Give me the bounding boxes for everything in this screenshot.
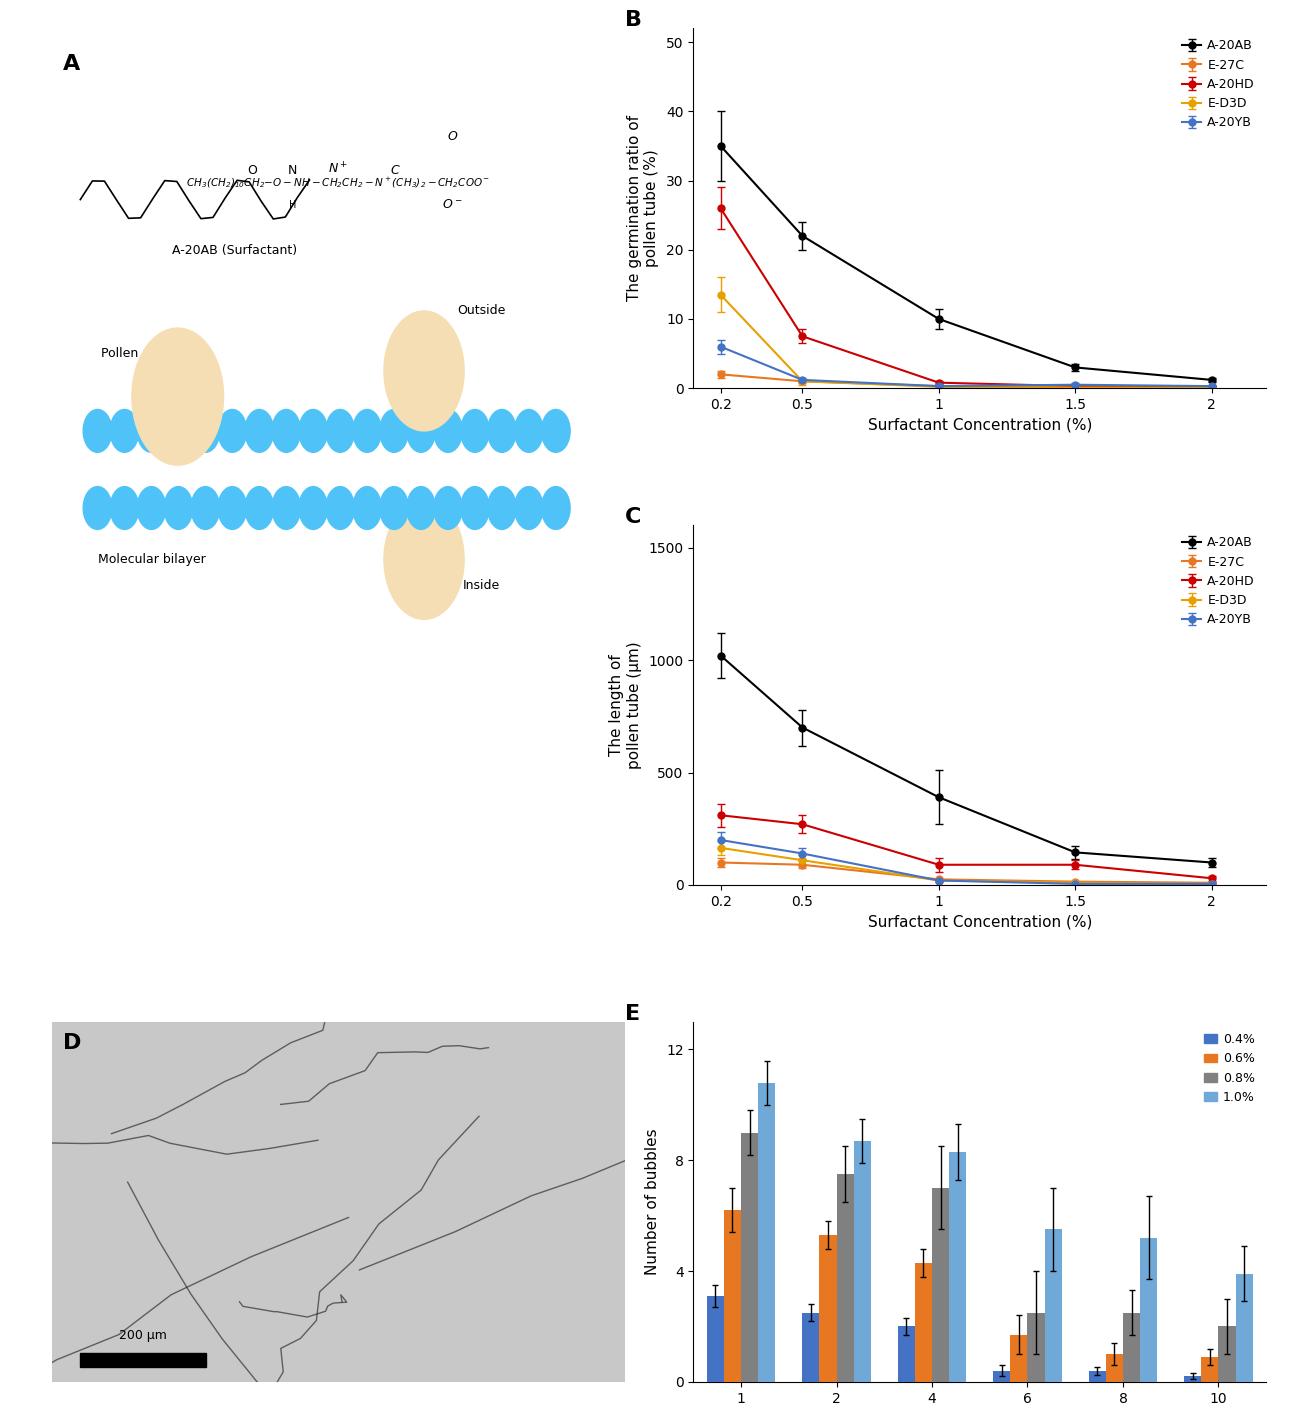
- Text: $O$: $O$: [447, 130, 459, 142]
- Circle shape: [110, 486, 138, 529]
- Circle shape: [271, 409, 301, 453]
- Circle shape: [218, 486, 247, 529]
- Bar: [1202, 1356, 1218, 1382]
- Circle shape: [164, 486, 193, 529]
- Circle shape: [191, 486, 220, 529]
- Text: Outside: Outside: [457, 305, 505, 317]
- Bar: [854, 1141, 871, 1382]
- Circle shape: [407, 409, 435, 453]
- Text: A-20AB (Surfactant): A-20AB (Surfactant): [172, 244, 297, 258]
- FancyBboxPatch shape: [47, 20, 630, 894]
- Circle shape: [326, 486, 354, 529]
- Circle shape: [137, 486, 165, 529]
- Bar: [1218, 1327, 1235, 1382]
- Bar: [950, 1152, 966, 1382]
- Circle shape: [110, 409, 138, 453]
- Circle shape: [487, 409, 517, 453]
- Text: D: D: [63, 1032, 81, 1053]
- Bar: [1235, 1273, 1253, 1382]
- Text: A: A: [63, 54, 80, 73]
- Text: $\mathregular{CH_3(CH_2)_{10}CH_2}$$\mathregular{-O-NH-CH_2CH_2-N^+(CH_3)_2-CH_2: $\mathregular{CH_3(CH_2)_{10}CH_2}$$\mat…: [186, 175, 490, 190]
- Bar: [994, 1371, 1010, 1382]
- Circle shape: [384, 312, 464, 431]
- Y-axis label: The length of
pollen tube (μm): The length of pollen tube (μm): [609, 642, 642, 768]
- Bar: [1027, 1313, 1045, 1382]
- Circle shape: [137, 409, 165, 453]
- Circle shape: [541, 486, 570, 529]
- Text: Molecular bilayer: Molecular bilayer: [97, 553, 205, 565]
- Text: 200 μm: 200 μm: [119, 1330, 167, 1342]
- Circle shape: [218, 409, 247, 453]
- Circle shape: [380, 486, 408, 529]
- Legend: A-20AB, E-27C, A-20HD, E-D3D, A-20YB: A-20AB, E-27C, A-20HD, E-D3D, A-20YB: [1177, 532, 1260, 632]
- Circle shape: [461, 486, 490, 529]
- Circle shape: [353, 409, 381, 453]
- Bar: [758, 1083, 775, 1382]
- Circle shape: [487, 486, 517, 529]
- Text: Inside: Inside: [463, 578, 500, 592]
- Text: N: N: [288, 164, 297, 176]
- Circle shape: [271, 486, 301, 529]
- Circle shape: [380, 409, 408, 453]
- Circle shape: [245, 486, 274, 529]
- Bar: [819, 1235, 836, 1382]
- Bar: [836, 1175, 854, 1382]
- Circle shape: [83, 486, 112, 529]
- Text: E: E: [624, 1004, 640, 1024]
- Circle shape: [434, 486, 463, 529]
- Circle shape: [541, 409, 570, 453]
- Y-axis label: The germination ratio of
pollen tube (%): The germination ratio of pollen tube (%): [627, 116, 659, 302]
- Circle shape: [298, 409, 327, 453]
- Circle shape: [461, 409, 490, 453]
- X-axis label: Surfactant Concentration (%): Surfactant Concentration (%): [867, 417, 1092, 433]
- Bar: [1010, 1335, 1027, 1382]
- Circle shape: [132, 329, 224, 465]
- Text: C: C: [624, 508, 641, 527]
- Bar: [707, 1296, 724, 1382]
- Text: H: H: [288, 200, 296, 210]
- Circle shape: [245, 409, 274, 453]
- Circle shape: [164, 409, 193, 453]
- X-axis label: Surfactant Concentration (%): Surfactant Concentration (%): [867, 914, 1092, 929]
- Bar: [898, 1327, 915, 1382]
- Circle shape: [326, 409, 354, 453]
- Text: $C$: $C$: [390, 164, 401, 176]
- Y-axis label: Number of bubbles: Number of bubbles: [646, 1128, 660, 1275]
- Text: $O^-$: $O^-$: [442, 199, 463, 212]
- Bar: [1106, 1354, 1123, 1382]
- Circle shape: [298, 486, 327, 529]
- Circle shape: [514, 486, 543, 529]
- Legend: 0.4%, 0.6%, 0.8%, 1.0%: 0.4%, 0.6%, 0.8%, 1.0%: [1199, 1028, 1260, 1108]
- Circle shape: [384, 499, 464, 619]
- Bar: [724, 1210, 742, 1382]
- Text: Pollen grain: Pollen grain: [101, 347, 174, 361]
- Circle shape: [83, 409, 112, 453]
- Bar: [1089, 1371, 1106, 1382]
- Bar: [1140, 1238, 1158, 1382]
- Circle shape: [353, 486, 381, 529]
- Bar: [742, 1132, 758, 1382]
- FancyBboxPatch shape: [80, 1354, 207, 1368]
- Bar: [915, 1263, 932, 1382]
- Bar: [932, 1189, 950, 1382]
- Bar: [802, 1313, 819, 1382]
- Circle shape: [434, 409, 463, 453]
- Text: $N^+$: $N^+$: [328, 162, 349, 176]
- Text: B: B: [624, 10, 642, 30]
- Circle shape: [514, 409, 543, 453]
- Circle shape: [191, 409, 220, 453]
- Bar: [1045, 1230, 1062, 1382]
- Bar: [1123, 1313, 1140, 1382]
- Circle shape: [407, 486, 435, 529]
- Legend: A-20AB, E-27C, A-20HD, E-D3D, A-20YB: A-20AB, E-27C, A-20HD, E-D3D, A-20YB: [1177, 34, 1260, 134]
- Text: O: O: [247, 164, 257, 176]
- Bar: [1183, 1376, 1202, 1382]
